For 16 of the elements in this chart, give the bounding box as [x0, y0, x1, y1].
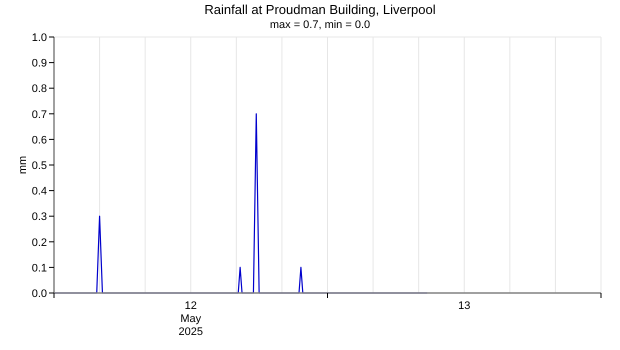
y-tick-label: 0.4 — [32, 186, 47, 198]
y-tick-label: 0.7 — [32, 108, 47, 121]
y-tick-label: 0.3 — [32, 211, 47, 224]
y-tick-label: 0.5 — [32, 160, 47, 172]
x-tick-label: 12 May 2025 — [178, 300, 203, 338]
y-tick-label: 0.8 — [32, 83, 47, 96]
y-tick-label: 0.6 — [32, 134, 47, 146]
y-tick-label: 0.1 — [32, 262, 47, 274]
y-tick-label: 1.0 — [32, 32, 47, 44]
x-tick-label: 13 — [458, 300, 470, 312]
chart-subtitle: max = 0.7, min = 0.0 — [270, 19, 370, 31]
y-tick-label: 0.9 — [32, 58, 47, 70]
chart-title: Rainfall at Proudman Building, Liverpool — [204, 2, 436, 17]
y-tick-label: 0.2 — [32, 236, 47, 249]
y-axis-title: mm — [17, 156, 29, 174]
y-tick-label: 0.0 — [32, 288, 47, 300]
